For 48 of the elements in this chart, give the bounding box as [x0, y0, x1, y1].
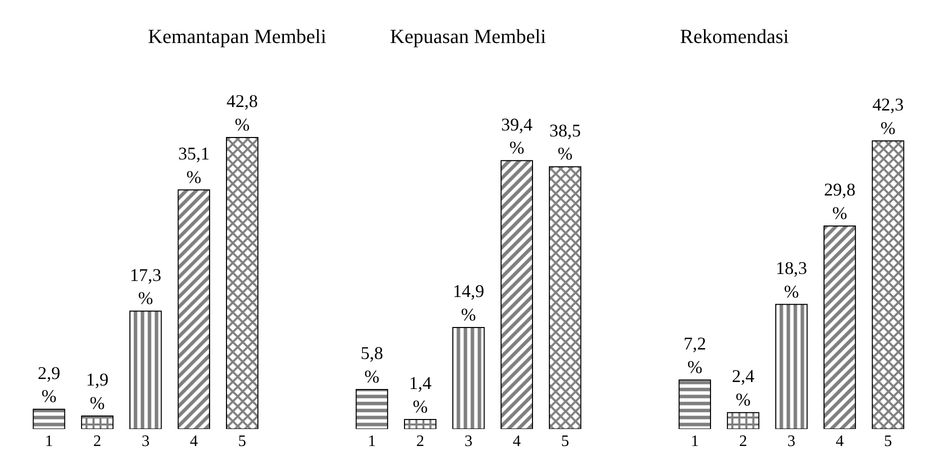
x-tick-label: 2 [93, 433, 102, 450]
data-label: 18,3% [776, 258, 808, 302]
chart-title: Kepuasan Membeli [390, 26, 547, 48]
bar [32, 408, 66, 429]
bar [824, 226, 856, 429]
data-label: 42,3% [872, 94, 904, 138]
bar [548, 166, 582, 429]
data-label: 35,1% [178, 144, 210, 187]
chart-title: Kemantapan Membeli [148, 26, 327, 48]
bar [775, 304, 808, 429]
x-tick-label: 3 [787, 433, 796, 450]
x-tick-label: 2 [739, 433, 748, 450]
x-tick-label: 1 [690, 433, 699, 450]
data-label: 29,8% [824, 180, 856, 224]
x-tick-label: 1 [44, 433, 53, 450]
chart-title: Rekomendasi [680, 26, 790, 48]
data-label: 14,9% [452, 281, 484, 325]
x-tick-label: 5 [561, 433, 570, 450]
bar [178, 189, 210, 429]
data-label: 2,4% [732, 366, 754, 410]
bar [129, 310, 162, 429]
bar [452, 327, 485, 429]
bar [678, 379, 712, 429]
data-label: 1,9% [86, 370, 109, 414]
bar [404, 418, 436, 429]
x-tick-label: 5 [884, 433, 892, 450]
x-tick-label: 4 [512, 433, 521, 450]
data-label: 38,5% [549, 120, 581, 164]
x-tick-label: 4 [836, 433, 844, 450]
data-label: 1,4% [408, 373, 432, 416]
data-label: 39,4% [501, 114, 533, 158]
data-label: 42,8% [226, 91, 258, 134]
bar [500, 160, 533, 429]
bar [356, 388, 388, 429]
x-tick-label: 3 [142, 433, 150, 450]
bar [81, 416, 114, 429]
bar [226, 136, 258, 429]
bar [726, 412, 760, 429]
x-tick-label: 4 [190, 433, 198, 450]
data-label: 7,2% [684, 334, 706, 377]
data-label: 17,3% [130, 264, 162, 308]
x-tick-label: 3 [464, 433, 472, 450]
x-tick-label: 1 [368, 433, 376, 450]
bar [872, 140, 904, 429]
x-tick-label: 2 [416, 433, 424, 450]
data-label: 2,9% [38, 362, 60, 406]
x-tick-label: 5 [238, 433, 246, 450]
data-label: 5,8% [360, 343, 384, 386]
